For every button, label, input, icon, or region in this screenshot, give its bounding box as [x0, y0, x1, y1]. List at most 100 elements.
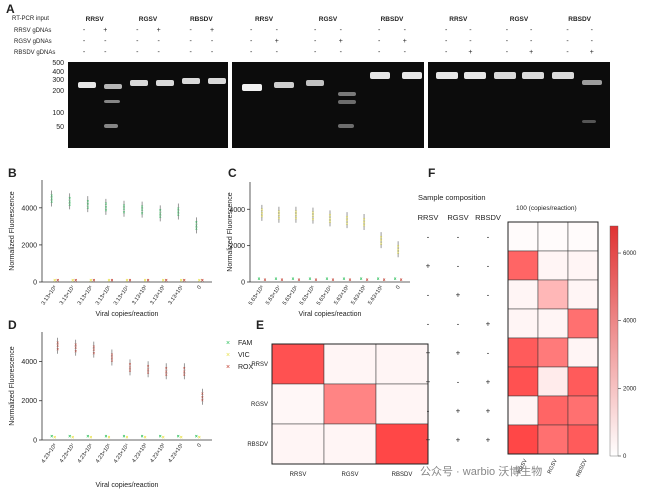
data-point: ×	[177, 434, 180, 440]
data-point: ×	[183, 278, 186, 284]
data-point: ×	[183, 278, 186, 284]
gel-sign: -	[104, 49, 107, 56]
composition-sign: +	[426, 378, 431, 387]
gel-group-label: RRSV	[449, 16, 468, 23]
composition-sign: -	[487, 233, 490, 242]
gel-sign: +	[402, 38, 407, 45]
x-tick-label: 5.63×10⁷	[264, 284, 282, 306]
gel-marker-label: 300	[52, 77, 64, 84]
gel-band	[370, 72, 390, 79]
panel-letter-a: A	[6, 2, 15, 16]
heatmap-e: RRSVRGSVRBSDVRRSVRGSVRBSDV40002000	[247, 343, 429, 478]
data-point: ×	[263, 277, 266, 283]
gel-band	[338, 100, 356, 104]
composition-sign: +	[426, 349, 431, 358]
data-point: ×	[183, 366, 186, 372]
data-point: ×	[68, 434, 71, 440]
data-point: ×	[257, 276, 260, 282]
gel-sign: -	[250, 38, 253, 45]
data-point: ×	[74, 278, 77, 284]
x-axis-label: Viral copies/reaction	[299, 311, 362, 318]
data-point: ×	[326, 276, 329, 282]
gel-sign: -	[445, 27, 448, 34]
gel-sign: -	[210, 38, 214, 45]
heatmap-cell	[537, 366, 569, 397]
data-point: ×	[165, 278, 168, 284]
data-point: ×	[107, 435, 110, 441]
data-point: ×	[107, 278, 110, 284]
data-point: ×	[312, 217, 315, 223]
data-point: ×	[71, 278, 74, 284]
data-point: ×	[180, 278, 183, 284]
heatmap-cell	[271, 423, 325, 465]
gel-group-label: RRSV	[85, 16, 104, 23]
colorbar-tick-label: 0	[623, 454, 627, 460]
data-point: ×	[53, 435, 56, 441]
composition-col-head: RBSDV	[475, 213, 501, 222]
x-axis-label: Viral copies/reaction	[96, 311, 159, 318]
data-point: ×	[86, 434, 89, 440]
data-point: ×	[346, 215, 349, 221]
legend-label: VIC	[238, 352, 250, 359]
data-point: ×	[195, 227, 198, 233]
data-point: ×	[123, 434, 126, 440]
heatmap-cell	[567, 308, 599, 339]
data-point: ×	[141, 208, 144, 214]
gel-band	[130, 80, 148, 86]
y-axis-label: Normalized Fluorescence	[9, 346, 16, 425]
gel-panel	[428, 62, 610, 148]
data-point: ×	[201, 278, 204, 284]
x-tick-label: 3.13×10⁷	[58, 284, 76, 306]
data-point: ×	[257, 276, 260, 282]
data-point: ×	[110, 352, 113, 358]
gel-sign: +	[156, 27, 161, 34]
data-point: ×	[74, 278, 77, 284]
data-point: ×	[159, 215, 162, 221]
data-point: ×	[104, 434, 107, 440]
data-point: ×	[141, 434, 144, 440]
legend-marker: ×	[226, 352, 231, 359]
gel-marker-label: 200	[52, 88, 64, 95]
gel-sign: -	[314, 27, 317, 34]
data-point: ×	[162, 435, 165, 441]
heatmap-f: Sample composition 100 (copies/reaction) R…	[418, 193, 637, 478]
data-point: ×	[162, 435, 165, 441]
data-point: ×	[332, 277, 335, 283]
gel-marker-label: 100	[52, 110, 64, 117]
data-point: ×	[360, 276, 363, 282]
colorbar-tick-label: 2000	[623, 386, 637, 392]
data-point: ×	[400, 277, 403, 283]
data-point: ×	[147, 278, 150, 284]
data-point: ×	[274, 276, 277, 282]
gel-group-label: RGSV	[509, 16, 529, 23]
gel-sign: -	[529, 27, 533, 34]
data-point: ×	[110, 278, 113, 284]
data-point: ×	[363, 220, 366, 226]
gel-row-label: RT-PCR input	[12, 16, 49, 22]
data-point: ×	[53, 278, 56, 284]
data-point: ×	[291, 276, 294, 282]
data-point: ×	[201, 392, 204, 398]
data-point: ×	[177, 206, 180, 212]
x-tick-label: 3.13×10⁴	[112, 284, 131, 307]
data-point: ×	[277, 213, 280, 219]
gel-sign: +	[468, 49, 473, 56]
data-point: ×	[89, 435, 92, 441]
data-point: ×	[110, 278, 113, 284]
data-point: ×	[126, 278, 129, 284]
gel-sign: -	[136, 49, 139, 56]
data-point: ×	[141, 204, 144, 210]
gel-band	[104, 100, 120, 103]
gel-sign: -	[210, 49, 214, 56]
data-point: ×	[162, 278, 165, 284]
heatmap-cell	[323, 343, 377, 385]
chart-d: 0 2000 4000 Normalized Fluorescence 4.23×10⁸…	[9, 332, 212, 489]
data-point: ×	[147, 364, 150, 370]
gel-group-label: RGSV	[138, 16, 158, 23]
composition-sign: +	[486, 320, 491, 329]
data-point: ×	[366, 277, 369, 283]
data-point: ×	[177, 210, 180, 216]
data-point: ×	[53, 278, 56, 284]
data-point: ×	[86, 434, 89, 440]
data-point: ×	[377, 276, 380, 282]
